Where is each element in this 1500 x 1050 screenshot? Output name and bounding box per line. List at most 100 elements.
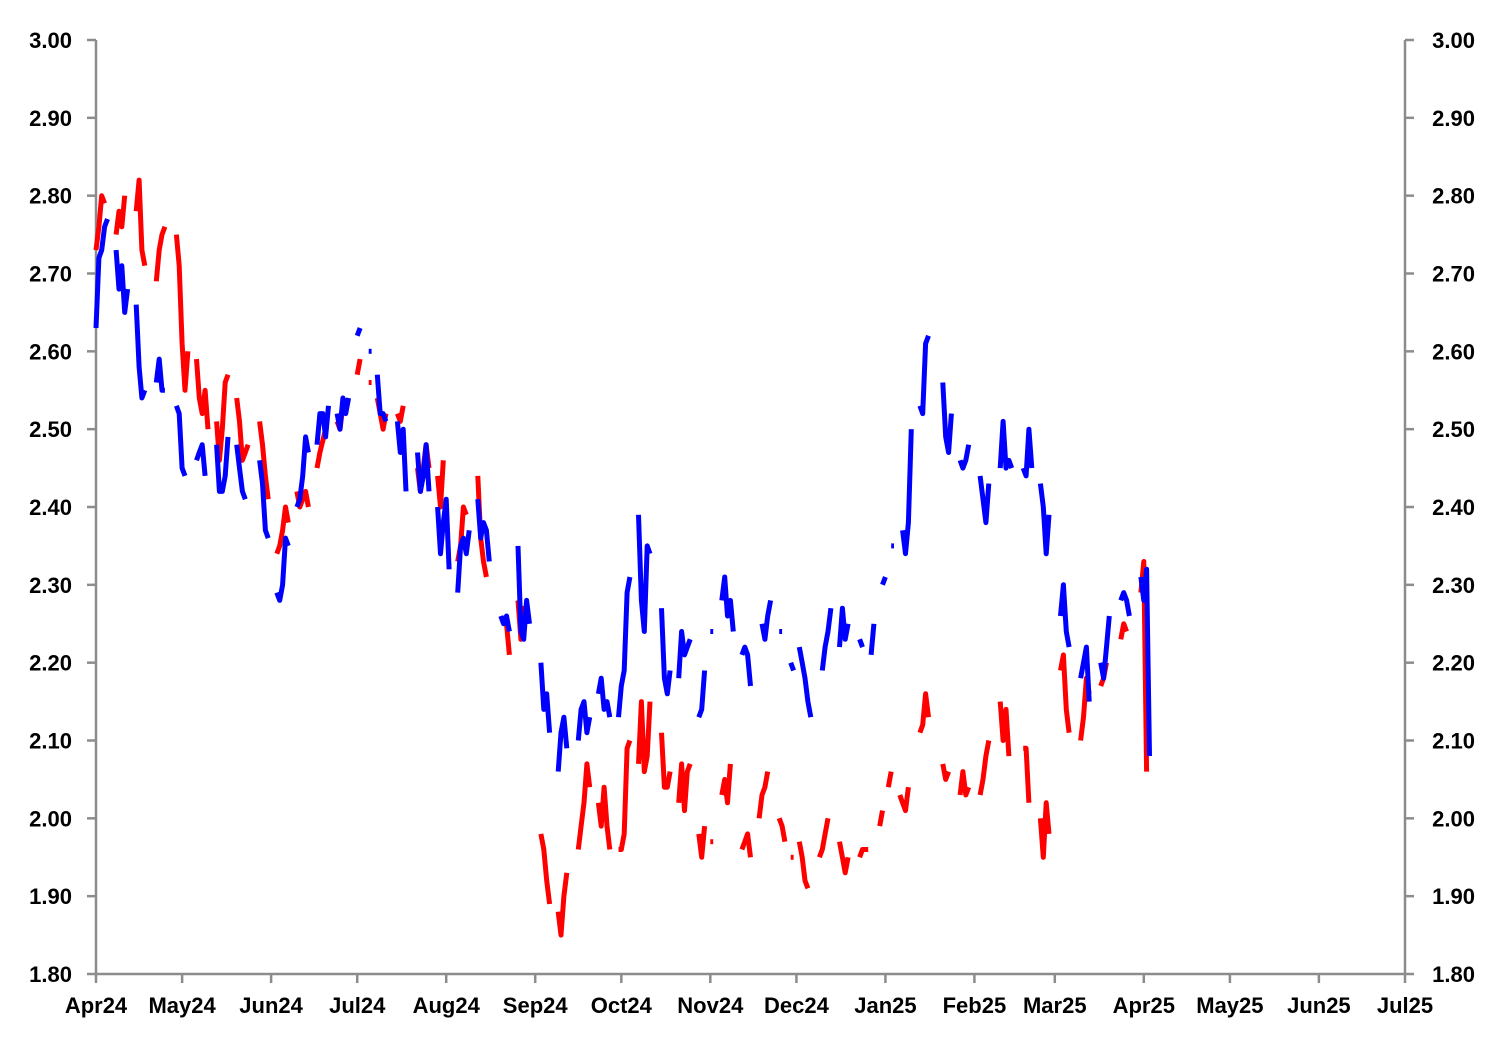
- series-1-segment: [93, 193, 107, 251]
- series-2-segment: [868, 623, 877, 656]
- series-2-segment: [1078, 644, 1092, 702]
- x-tick-label: Sep24: [503, 993, 569, 1018]
- x-tick-label: Apr25: [1113, 993, 1175, 1018]
- right-y-tick-label: 2.00: [1432, 806, 1475, 831]
- left-y-tick-label: 2.00: [29, 806, 72, 831]
- left-y-tick-label: 2.50: [29, 417, 72, 442]
- x-tick-label: Jul24: [329, 993, 386, 1018]
- series-2-segment: [394, 421, 409, 492]
- axes: [94, 40, 1407, 976]
- series-2-segment: [435, 496, 452, 570]
- series-2-segment: [194, 442, 208, 477]
- series-1-segment: [877, 810, 885, 827]
- x-tick-label: Dec24: [764, 993, 830, 1018]
- series-1-segment: [133, 177, 148, 267]
- series-2-segment: [977, 475, 992, 526]
- series-1-segment: [817, 817, 831, 859]
- x-tick-label: Aug24: [413, 993, 481, 1018]
- right-y-tick-label: 3.00: [1432, 28, 1475, 53]
- series-1-segment: [354, 358, 363, 376]
- series-2-segment: [696, 670, 708, 719]
- right-y-tick-label: 2.90: [1432, 106, 1475, 131]
- series-2-segment: [415, 442, 432, 494]
- series-1-segment: [676, 761, 693, 814]
- series-1-segment: [257, 421, 271, 500]
- series-2-segment: [93, 218, 110, 329]
- left-y-tick-label: 1.80: [29, 962, 72, 987]
- series-1-segment: [395, 405, 406, 424]
- right-y-tick-label: 2.60: [1432, 339, 1475, 364]
- series-1-segment: [618, 739, 633, 852]
- series-2-segment: [837, 605, 851, 648]
- series-2-segment: [719, 574, 736, 632]
- series-2-segment: [475, 499, 492, 562]
- x-ticks: Apr24 May24 Jun24 Jul24 Aug24 Sep24 Oct24 Nov24…: [65, 974, 1433, 1018]
- series-1-segment: [636, 699, 653, 775]
- left-y-ticks: 1.80 1.90 2.00 2.10 2.20 2.30 2.40 2.50 2.60 2.70…: [29, 28, 96, 987]
- series-1-segment: [1058, 652, 1072, 733]
- left-y-tick-label: 2.40: [29, 495, 72, 520]
- series-1: [93, 177, 1150, 938]
- series-1-segment: [538, 833, 553, 905]
- series-1-segment: [113, 195, 128, 235]
- series-2-segment: [334, 395, 352, 432]
- x-tick-label: Jan25: [854, 993, 916, 1018]
- x-tick-label: May25: [1196, 993, 1263, 1018]
- series-2-segment: [1020, 426, 1035, 479]
- series-2-segment: [234, 444, 248, 501]
- series-1-segment: [885, 771, 894, 788]
- left-y-tick-label: 2.90: [29, 106, 72, 131]
- series-1-segment: [1037, 800, 1052, 860]
- series-2-segment: [274, 535, 291, 603]
- series-1-segment: [739, 831, 753, 858]
- series-2-segment: [257, 459, 271, 539]
- series-1-segment: [776, 817, 788, 843]
- series-2-segment: [659, 608, 673, 697]
- series-1-segment: [977, 740, 992, 796]
- series-1-segment: [153, 225, 168, 282]
- series-1-segment: [435, 460, 446, 510]
- right-y-tick-label: 2.40: [1432, 495, 1475, 520]
- series-2-segment: [455, 529, 472, 593]
- series-1-segment: [957, 769, 972, 798]
- series-2-segment: [294, 434, 311, 508]
- series-2-segment: [940, 382, 954, 455]
- series-1-segment: [595, 784, 613, 850]
- series-1-segment: [917, 691, 931, 734]
- series-1-segment: [796, 841, 811, 890]
- right-y-tick-label: 2.70: [1432, 262, 1475, 287]
- series-2-segment: [739, 644, 753, 687]
- series-2-segment: [616, 576, 633, 718]
- series-2-segment: [555, 714, 570, 772]
- right-y-tick-label: 2.30: [1432, 573, 1475, 598]
- right-y-tick-label: 1.80: [1432, 962, 1475, 987]
- series-2-segment: [1118, 590, 1132, 617]
- right-y-ticks: 1.80 1.90 2.00 2.10 2.20 2.30 2.40 2.50 2.60 2.70…: [1405, 28, 1475, 987]
- series-2-segment: [796, 646, 814, 718]
- x-tick-label: May24: [148, 993, 216, 1018]
- series-1-segment: [719, 763, 733, 806]
- series-2-segment: [515, 545, 532, 642]
- series-2-segment: [857, 638, 865, 648]
- series-2-segment: [1138, 566, 1152, 757]
- x-tick-label: Jun25: [1287, 993, 1351, 1018]
- x-tick-label: Jun24: [239, 993, 303, 1018]
- series-2-segment: [374, 374, 389, 423]
- series-lines: [93, 177, 1152, 938]
- series-2-segment: [957, 444, 972, 471]
- x-tick-label: Jul25: [1377, 993, 1433, 1018]
- x-tick-label: Oct24: [591, 993, 653, 1018]
- series-2-segment: [214, 436, 231, 494]
- x-tick-label: Feb25: [943, 993, 1007, 1018]
- series-1-segment: [696, 825, 708, 860]
- series-1-segment: [234, 397, 251, 463]
- left-y-tick-label: 1.90: [29, 884, 72, 909]
- series-1-segment: [555, 872, 570, 938]
- series-2-segment: [1037, 483, 1052, 557]
- series-2-segment: [595, 675, 613, 718]
- series-2-segment: [880, 576, 888, 586]
- series-2-segment: [676, 629, 693, 679]
- left-y-tick-label: 2.20: [29, 651, 72, 676]
- series-1-segment: [575, 761, 593, 850]
